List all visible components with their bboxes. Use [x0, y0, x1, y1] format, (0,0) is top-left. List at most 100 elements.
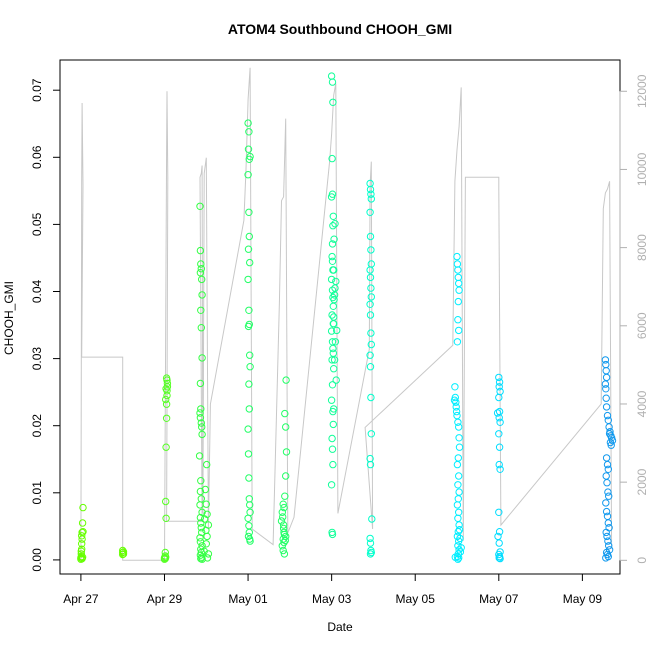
data-point	[366, 208, 374, 217]
data-point	[279, 513, 287, 521]
data-point	[602, 507, 611, 516]
data-point	[197, 495, 206, 503]
data-point	[454, 418, 462, 426]
data-point	[455, 488, 463, 496]
data-point	[245, 208, 253, 217]
data-point	[196, 534, 204, 542]
data-point	[453, 338, 462, 346]
data-point	[331, 220, 339, 228]
data-point	[79, 503, 87, 512]
data-point	[604, 519, 612, 527]
data-point	[493, 409, 502, 417]
data-point	[605, 430, 614, 438]
data-point	[78, 540, 86, 548]
data-point	[367, 246, 375, 254]
data-point	[327, 275, 336, 284]
data-point	[246, 363, 254, 371]
data-point	[333, 326, 341, 335]
data-point	[455, 326, 463, 335]
data-point	[282, 532, 290, 541]
data-point	[367, 430, 375, 438]
data-point	[366, 311, 375, 319]
data-point	[196, 409, 204, 417]
data-point	[455, 434, 463, 442]
data-point	[245, 306, 253, 314]
data-point	[603, 411, 612, 420]
data-point	[602, 554, 610, 562]
y-tick-label: 0.04	[30, 279, 44, 303]
data-point	[244, 171, 252, 179]
data-point	[197, 405, 205, 413]
data-point	[455, 279, 463, 288]
data-point	[329, 212, 337, 221]
y-tick-label: 0.00	[30, 548, 44, 572]
data-point	[495, 393, 503, 402]
data-point	[454, 454, 462, 462]
data-point	[454, 297, 462, 306]
series-8	[493, 373, 504, 563]
data-point	[602, 385, 610, 393]
data-point	[455, 472, 463, 480]
data-point	[197, 519, 205, 527]
data-point	[197, 265, 206, 273]
data-point	[77, 550, 86, 558]
data-point	[368, 515, 376, 523]
altitude-trace	[80, 67, 613, 561]
data-point	[495, 528, 504, 536]
data-point	[202, 540, 211, 548]
data-point	[277, 517, 286, 525]
data-point	[280, 550, 289, 558]
series-3	[195, 202, 213, 563]
data-point	[366, 460, 375, 469]
data-point	[451, 553, 459, 561]
data-point	[245, 474, 253, 482]
data-point	[329, 420, 337, 429]
y-axis-right: 0 2000 4000 6000 8000 10000 12000	[619, 74, 649, 564]
data-point	[454, 528, 462, 536]
data-point	[203, 532, 211, 541]
data-point	[602, 367, 610, 375]
data-point	[281, 409, 289, 418]
data-point	[282, 472, 290, 480]
plot-area-frame	[59, 59, 621, 575]
data-point	[78, 528, 86, 537]
data-point	[367, 293, 375, 301]
data-point	[455, 423, 463, 431]
series-6	[366, 179, 376, 558]
data-point	[328, 356, 336, 364]
y2-tick-label: 4000	[635, 390, 649, 417]
data-point	[329, 320, 337, 328]
x-tick-label: May 05	[396, 592, 436, 606]
data-point	[367, 393, 375, 402]
data-point	[204, 550, 213, 558]
data-point	[602, 360, 610, 369]
y2-tick-label: 2000	[635, 468, 649, 495]
data-point	[78, 519, 87, 527]
data-point	[602, 472, 610, 480]
data-point	[328, 311, 336, 319]
data-point	[604, 537, 612, 545]
data-point	[197, 324, 206, 332]
data-point	[332, 277, 340, 286]
x-tick-label: May 09	[563, 592, 603, 606]
series-1	[77, 503, 128, 563]
data-point	[453, 501, 462, 509]
data-point	[328, 381, 337, 389]
data-point	[366, 232, 375, 241]
data-point	[280, 503, 288, 512]
data-point	[327, 396, 336, 404]
data-point	[197, 419, 206, 427]
y-tick-label: 0.07	[30, 78, 44, 102]
data-point	[162, 443, 170, 451]
series-4	[244, 119, 291, 558]
data-point	[245, 495, 254, 503]
data-point	[366, 300, 374, 308]
data-point	[454, 316, 462, 324]
data-point	[328, 154, 336, 163]
data-point	[450, 396, 459, 404]
data-point	[366, 550, 375, 558]
y2-tick-label: 6000	[635, 312, 649, 339]
data-point	[329, 98, 337, 107]
data-point	[246, 537, 254, 545]
data-point	[495, 430, 503, 438]
